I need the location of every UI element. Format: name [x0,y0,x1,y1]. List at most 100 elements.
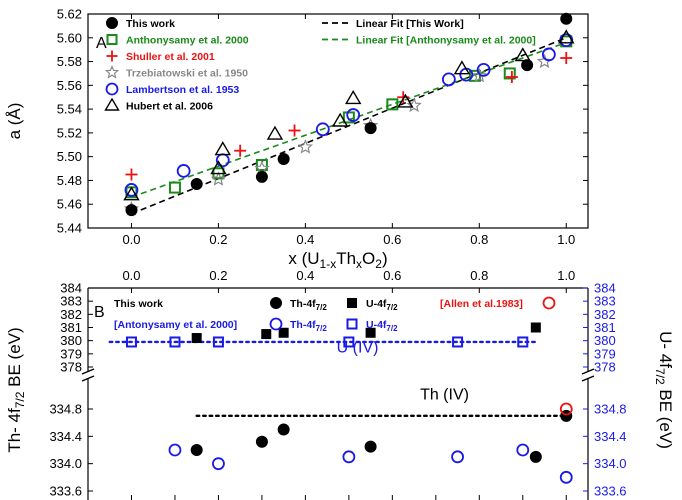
panel-a-point-5-1 [210,160,227,175]
panel-a-y-axis-title: a (Å) [5,103,24,140]
panel-a-ytick-label: 5.60 [57,30,82,45]
panel-a-ytick-label: 5.48 [57,173,82,188]
panel-a-x-axis-title: x (U1-xThxO2) [288,249,387,271]
panel-b-upper-ytick-label-right: 383 [594,294,616,309]
panel-b-point-0-1 [255,435,268,448]
legend-part: U-4f [366,298,387,310]
legend-a-marker-3 [104,64,120,79]
panel-a-point-0-0 [125,204,138,217]
legend-b-th-ant-marker [269,317,283,331]
panel-a-frame [87,13,589,229]
x-title-part: ) [382,249,388,268]
legend-a-label-3: Trzebiatowski et al. 1950 [126,68,248,80]
legend-b-row2-label: [Antonysamy et al. 2000] [114,319,237,331]
panel-a-point-4-8 [541,47,556,62]
panel-a-point-4-7 [476,62,491,77]
panel-b-point-3-3 [343,336,355,348]
panel-a-point-4-1 [176,164,191,178]
panel-a-letter: A [96,35,107,52]
legend-a-label-4: Lambertson et al. 1953 [126,84,239,96]
panel-b-upper-ytick-label: 382 [60,307,82,322]
panel-a-point-1-3 [255,158,268,171]
panel-b-upper-ytick-label: 383 [60,294,82,309]
panel-a-point-1-7 [503,67,516,80]
legend-a-label-1: Anthonysamy et al. 2000 [126,35,249,47]
panel-b-upper-ytick-label-right: 379 [594,346,616,361]
legend-a-marker-5 [104,97,120,111]
panel-a-point-1-1 [168,181,181,194]
panel-a-xtick-label: 0.2 [209,232,227,247]
panel-a-point-0-3 [277,153,290,166]
legend-part: Th-4f [290,298,316,310]
panel-a-xtick-label: 0.4 [296,232,314,247]
panel-a-point-0-5 [521,59,534,72]
axis-break-mark-1-a [581,368,595,375]
legend-a-label-5: Hubert et al. 2006 [126,101,213,113]
legend-sub: 7/2 [316,303,328,312]
panel-b-point-1-2 [278,327,289,338]
panel-a-point-4-4 [346,108,361,122]
panel-a-point-0-6 [560,12,573,25]
legend-a-label-0: This work [126,18,175,30]
panel-b-lower-ytick-label-right: 334.4 [594,429,627,444]
panel-b-top-xtick-label: 0.6 [383,268,401,283]
annotation-1: Th (IV) [420,386,469,403]
right-title-part: BE (eV) [656,385,675,449]
panel-a-point-5-6 [397,93,414,108]
legend-b-allen-label: [Allen et al.1983] [440,298,523,310]
legend-a-label-2: Shuller et al. 2001 [126,51,215,63]
x-title-part: Th [336,249,356,268]
legend-part: Th-4f [290,319,316,331]
panel-a-ytick-label: 5.52 [57,125,82,140]
legend-b-u-ant-marker [346,318,358,330]
left-title-sub: 7/2 [13,391,27,408]
panel-b-point-1-1 [261,329,272,340]
legend-a-marker-2 [106,50,118,62]
panel-a-point-2-0 [125,168,138,181]
legend-a-marker-0 [106,17,118,29]
panel-a-point-1-5 [386,98,399,111]
panel-b-point-1-4 [530,322,541,333]
panel-b-point-2-0 [168,443,182,457]
x-title-sub: x [356,257,362,271]
panel-a-point-4-0 [124,183,139,197]
panel-a-point-3-5 [406,97,422,113]
panel-b-point-3-4 [452,336,464,348]
panel-a-xtick-label: 0.8 [470,232,488,247]
legend-part: U-4f [366,319,387,331]
panel-b-point-0-0 [190,444,203,456]
panel-a-point-5-7 [453,60,471,75]
panel-b-lower-ytick-label-right: 334.8 [594,402,627,417]
panel-b-upper-ytick-label-right: 378 [594,360,616,375]
panel-a-point-0-4 [364,122,377,135]
panel-b-upper-ytick-label-right: 381 [594,320,616,335]
panel-b-point-2-5 [559,470,573,484]
panel-a-point-2-4 [505,71,518,84]
panel-a-ytick-label: 5.58 [57,54,82,69]
panel-a-ytick-label: 5.46 [57,197,82,212]
panel-a-point-0-1 [190,178,203,191]
panel-b-lower-ytick-label: 334.8 [49,402,82,417]
legend-sub: 7/2 [386,303,398,312]
panel-b-point-2-4 [516,443,530,457]
panel-a-point-5-4 [344,90,362,105]
panel-a-xtick-label: 1.0 [557,232,575,247]
panel-a-point-2-2 [288,124,301,137]
legend-b-th-this-marker [270,297,282,309]
panel-b-point-2-1 [212,457,225,471]
legend-a-marker-1 [106,34,118,45]
annotation-0: U (IV) [337,340,379,357]
panel-a-point-3-7 [536,53,553,69]
panel-b-point-2-2 [342,450,356,464]
fit-line-0 [131,37,567,215]
panel-a-xtick-label: 0.6 [383,232,401,247]
axis-break-mark-0-a [81,368,95,375]
panel-b-top-xtick-label: 0.2 [209,268,227,283]
panel-a-ytick-label: 5.62 [57,7,82,22]
panel-a-point-2-1 [234,144,247,157]
panel-a-ytick-label: 5.44 [57,221,82,236]
panel-a-point-5-0 [123,186,140,201]
legend-a-marker-4 [105,82,119,96]
panel-b-lower-ytick-label: 334.0 [49,456,82,471]
legend-b-th-ant-label: Th-4f7/2 [290,319,327,333]
